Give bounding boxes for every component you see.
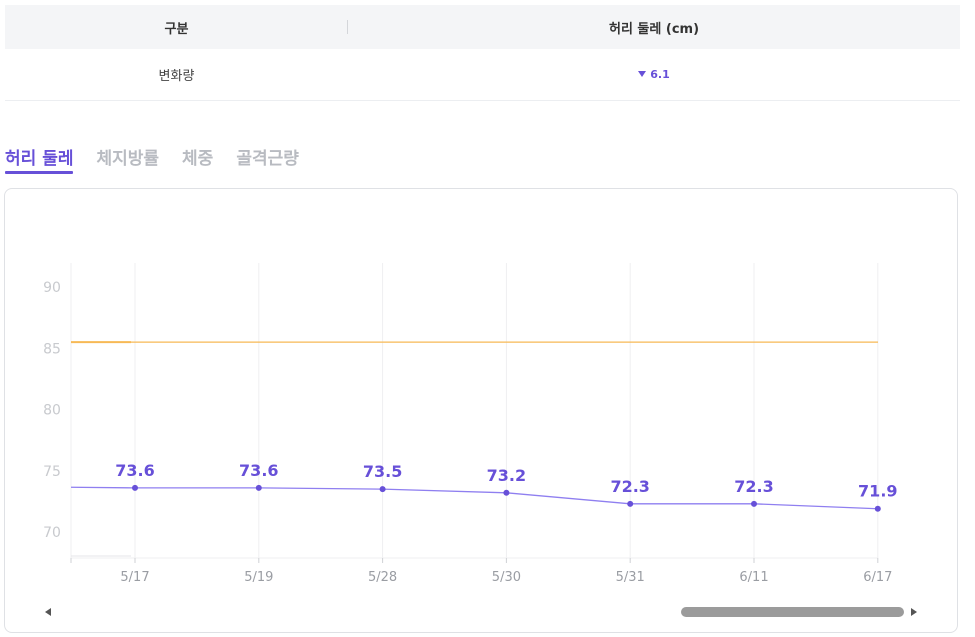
- tab-weight[interactable]: 체중: [182, 149, 214, 169]
- x-tick-label: 6/17: [863, 570, 892, 585]
- data-point: [379, 486, 386, 493]
- x-tick-label: 5/17: [120, 570, 149, 585]
- change-value: 6.1: [650, 68, 670, 81]
- series-line: [70, 486, 878, 510]
- y-tick-label: 70: [43, 525, 61, 541]
- tab-body-fat[interactable]: 체지방률: [96, 149, 160, 169]
- data-label: 73.6: [115, 461, 154, 480]
- summary-header: 구분 허리 둘레 (cm): [5, 5, 960, 49]
- tab-muscle-mass[interactable]: 골격근량: [236, 149, 299, 169]
- metric-tabs: 허리 둘레 체지방률 체중 골격근량: [5, 144, 322, 174]
- x-tick-label: 5/31: [616, 570, 645, 585]
- data-point: [874, 505, 881, 512]
- x-tick-label: 6/11: [739, 570, 768, 585]
- data-point: [255, 484, 262, 491]
- header-category: 구분: [164, 21, 189, 37]
- header-divider: [347, 20, 348, 34]
- header-waist: 허리 둘레 (cm): [608, 21, 700, 37]
- data-label: 72.3: [734, 477, 773, 496]
- summary-table: 구분 허리 둘레 (cm) 변화량 6.1: [5, 5, 960, 101]
- row-label: 변화량: [158, 69, 195, 84]
- data-point: [132, 484, 138, 491]
- data-label: 73.2: [487, 466, 526, 485]
- data-point: [503, 489, 510, 496]
- x-tick-label: 5/28: [368, 570, 397, 585]
- x-tick-label: 5/30: [492, 570, 521, 585]
- scrollbar-thumb[interactable]: [681, 607, 904, 617]
- data-label: 71.9: [858, 482, 897, 501]
- x-tick-label: 5/19: [244, 570, 273, 585]
- data-point: [627, 500, 634, 507]
- chart-card: [4, 188, 958, 633]
- summary-row: 변화량 6.1: [5, 49, 960, 101]
- scroll-left-arrow-icon[interactable]: [45, 608, 51, 616]
- data-label: 73.6: [239, 461, 278, 480]
- down-triangle-icon: [638, 71, 647, 77]
- data-label: 73.5: [363, 462, 402, 481]
- data-point: [751, 500, 757, 507]
- y-tick-label: 75: [43, 464, 61, 480]
- tab-waist[interactable]: 허리 둘레: [5, 144, 74, 174]
- data-label: 72.3: [610, 477, 649, 496]
- y-tick-label: 80: [43, 403, 61, 419]
- y-tick-label: 85: [43, 341, 61, 357]
- y-tick-label: 90: [43, 280, 61, 296]
- scroll-right-arrow-icon[interactable]: [911, 608, 917, 616]
- change-cell: 6.1: [348, 68, 960, 81]
